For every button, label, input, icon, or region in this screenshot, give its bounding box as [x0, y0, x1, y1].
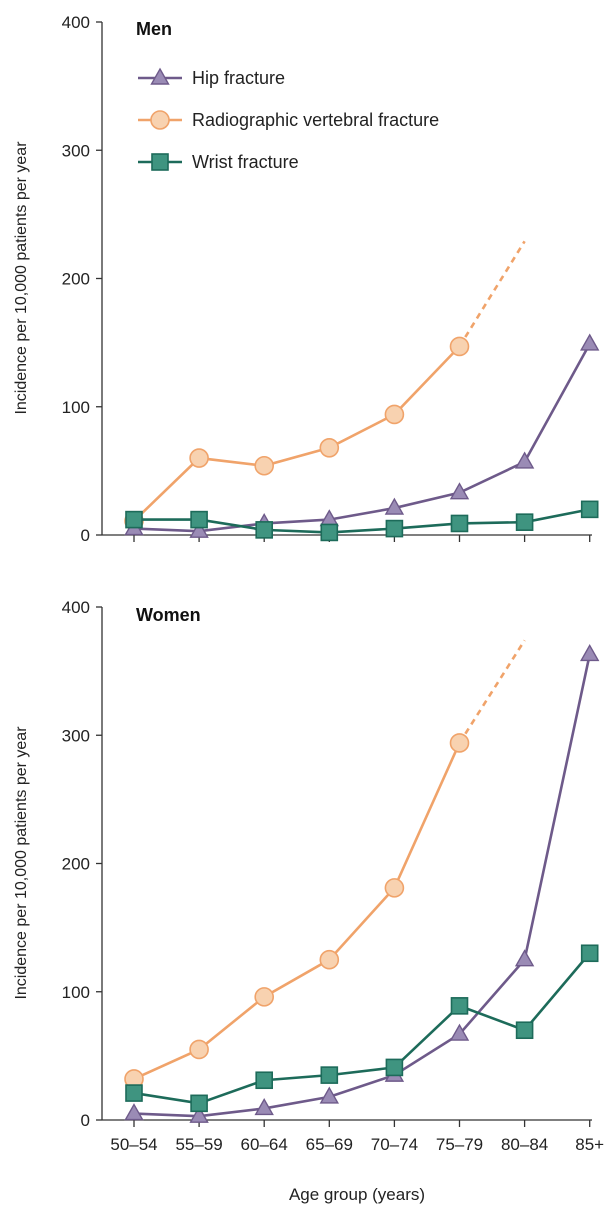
- y-tick-label: 0: [81, 1111, 90, 1130]
- series-line: [133, 952, 591, 1105]
- data-point: [579, 644, 600, 662]
- data-point: [255, 1071, 274, 1090]
- data-point: [449, 482, 470, 500]
- data-point: [515, 1021, 534, 1040]
- x-tick-label: 85+: [575, 1135, 604, 1154]
- data-point: [189, 448, 209, 468]
- data-point: [384, 404, 405, 425]
- data-point: [319, 437, 340, 458]
- series-extrapolation: [458, 240, 526, 348]
- series-extrapolation: [458, 639, 526, 744]
- panel-title: Men: [136, 19, 172, 39]
- data-point: [580, 944, 599, 963]
- data-point: [450, 997, 469, 1015]
- y-tick-label: 400: [62, 598, 90, 617]
- x-tick-label: 60–64: [241, 1135, 288, 1154]
- y-tick-label: 100: [62, 398, 90, 417]
- data-point: [449, 336, 470, 357]
- data-point: [319, 949, 340, 970]
- x-tick-label: 70–74: [371, 1135, 418, 1154]
- data-point: [190, 1094, 208, 1113]
- data-point: [254, 1098, 274, 1116]
- data-point: [124, 1103, 144, 1121]
- data-point: [255, 521, 274, 539]
- x-tick-label: 50–54: [110, 1135, 157, 1154]
- legend-marker: [150, 67, 170, 85]
- data-point: [384, 878, 405, 898]
- data-point: [579, 333, 600, 351]
- x-tick-label: 55–59: [175, 1135, 222, 1154]
- data-point: [450, 514, 469, 533]
- y-tick-label: 400: [62, 13, 90, 32]
- legend-label: Hip fracture: [192, 68, 285, 88]
- data-point: [189, 1039, 209, 1060]
- x-tick-label: 65–69: [306, 1135, 353, 1154]
- data-point: [254, 987, 275, 1007]
- x-axis-label: Age group (years): [289, 1185, 425, 1204]
- x-tick-label: 75–79: [436, 1135, 483, 1154]
- data-point: [514, 949, 535, 967]
- y-axis-label: Incidence per 10,000 patients per year: [13, 726, 30, 1000]
- y-tick-label: 200: [62, 855, 90, 874]
- legend-label: Radiographic vertebral fracture: [192, 110, 439, 130]
- data-point: [189, 520, 209, 538]
- series-line: [133, 654, 591, 1118]
- data-point: [190, 510, 208, 529]
- y-axis-label: Incidence per 10,000 patients per year: [13, 141, 30, 415]
- data-point: [514, 451, 535, 469]
- data-point: [385, 1058, 404, 1077]
- data-point: [515, 513, 534, 531]
- y-tick-label: 0: [81, 526, 90, 545]
- y-tick-label: 300: [62, 726, 90, 745]
- data-point: [385, 519, 404, 538]
- data-point: [189, 1105, 209, 1123]
- legend-marker: [151, 153, 169, 171]
- series-line: [133, 742, 461, 1081]
- data-point: [320, 1066, 339, 1084]
- data-point: [449, 1023, 470, 1041]
- series-line: [134, 508, 590, 534]
- legend-marker: [150, 110, 170, 130]
- data-point: [320, 523, 339, 542]
- panel-title: Women: [136, 605, 201, 625]
- data-point: [449, 733, 470, 753]
- y-tick-label: 300: [62, 141, 90, 160]
- data-point: [125, 1084, 143, 1102]
- data-point: [125, 510, 143, 529]
- data-point: [319, 1086, 340, 1104]
- series-line: [133, 343, 591, 533]
- data-point: [254, 455, 275, 476]
- series-line: [133, 345, 461, 522]
- data-point: [580, 500, 599, 519]
- legend-label: Wrist fracture: [192, 152, 299, 172]
- y-tick-label: 200: [62, 270, 90, 289]
- y-tick-label: 100: [62, 983, 90, 1002]
- x-tick-label: 80–84: [501, 1135, 548, 1154]
- data-point: [384, 497, 405, 515]
